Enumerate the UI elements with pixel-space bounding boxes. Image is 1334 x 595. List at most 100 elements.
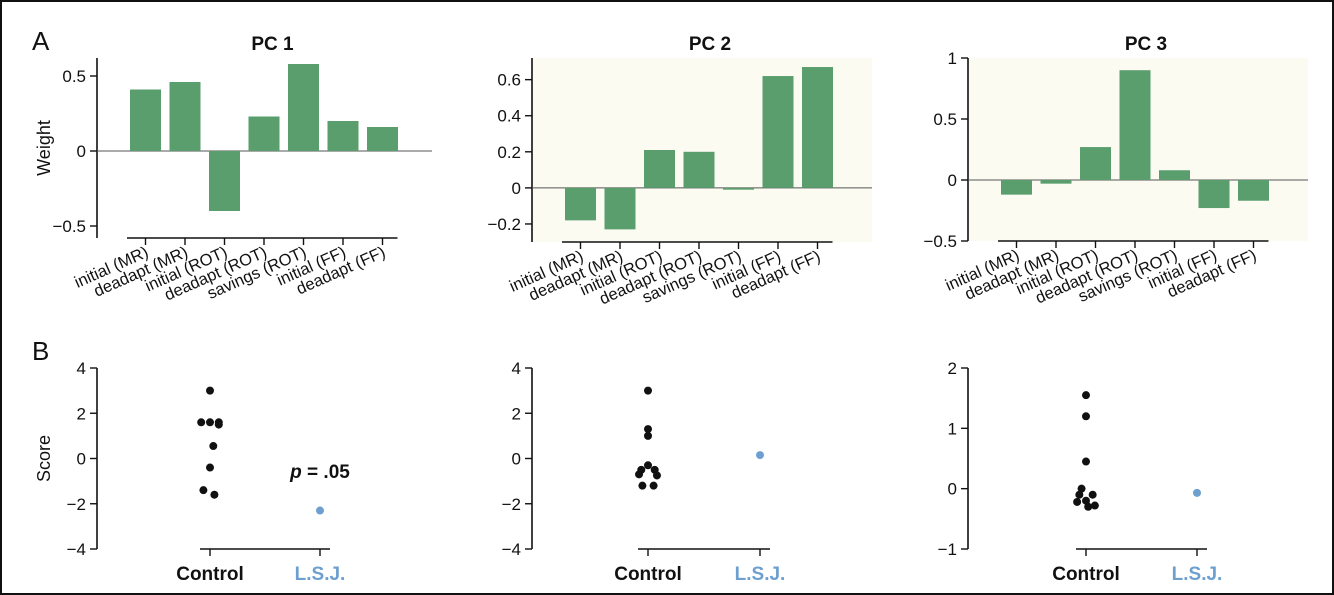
bar — [1080, 147, 1111, 180]
bar — [802, 67, 833, 188]
control-point — [206, 418, 214, 427]
y-tick-label: 1 — [948, 49, 957, 68]
group-label-patient: L.S.J. — [1172, 564, 1223, 585]
control-point — [644, 461, 652, 470]
y-tick-label: 0 — [77, 142, 86, 161]
y-tick-label: 4 — [77, 359, 86, 378]
panel-label-b: B — [32, 336, 49, 366]
control-point — [1082, 391, 1090, 400]
group-label-patient: L.S.J. — [735, 564, 786, 585]
group-label-control: Control — [1052, 564, 1120, 585]
control-point — [1090, 501, 1099, 510]
bar — [723, 187, 754, 190]
bar — [288, 64, 319, 151]
y-tick-label: 0 — [77, 450, 86, 469]
y-tick-label: 0 — [948, 480, 957, 499]
p-value: = .05 — [302, 462, 350, 483]
control-point — [1082, 412, 1090, 421]
bar — [367, 127, 398, 151]
bar — [169, 82, 201, 151]
bar — [248, 116, 280, 151]
chart-title: PC 1 — [251, 34, 294, 55]
y-axis-label: Weight — [34, 120, 54, 176]
y-tick-label: −2 — [67, 495, 86, 514]
y-axis-label: Score — [34, 435, 54, 482]
control-point — [649, 481, 658, 490]
y-tick-label: 0.5 — [933, 110, 957, 129]
control-point — [214, 420, 223, 429]
pc1-score-chart: −4 −2 0 2 4 Score Control L.S.J. p = .05 — [34, 359, 350, 585]
y-tick-label: 2 — [512, 404, 521, 423]
control-point — [644, 425, 652, 434]
control-point — [635, 470, 644, 479]
control-point — [199, 486, 208, 495]
y-tick-label: 0.2 — [497, 143, 521, 162]
control-point — [210, 490, 219, 499]
control-point — [197, 418, 206, 427]
bar — [565, 187, 596, 221]
bar — [130, 89, 161, 151]
bar — [1238, 180, 1269, 201]
bar — [1119, 70, 1151, 180]
bar — [1159, 170, 1190, 180]
y-tick-label: −2 — [502, 495, 521, 514]
y-tick-label: 0 — [512, 179, 521, 198]
y-tick-label: −4 — [67, 540, 86, 559]
control-point — [1088, 490, 1097, 499]
control-point — [209, 442, 218, 451]
p-value-annotation: p = .05 — [289, 462, 350, 483]
bar — [1001, 180, 1032, 195]
y-tick-label: 0 — [948, 171, 957, 190]
group-label-control: Control — [614, 564, 682, 585]
control-point — [638, 481, 647, 490]
y-tick-label: 2 — [77, 404, 86, 423]
control-point — [1082, 457, 1090, 466]
y-tick-label: −0.2 — [487, 215, 521, 234]
control-point — [1075, 490, 1084, 499]
y-tick-label: 0.6 — [497, 71, 521, 90]
bar — [604, 187, 636, 230]
control-point — [652, 471, 661, 480]
y-tick-label: 2 — [948, 359, 957, 378]
bar — [1198, 180, 1230, 209]
panel-label-a: A — [32, 26, 50, 56]
patient-point — [1193, 488, 1201, 497]
y-tick-label: −0.5 — [52, 217, 86, 236]
y-tick-label: 0.5 — [62, 67, 86, 86]
control-point — [1073, 497, 1082, 506]
bar — [327, 121, 359, 151]
group-label-patient: L.S.J. — [295, 564, 346, 585]
p-symbol: p — [289, 462, 302, 483]
y-tick-label: 4 — [512, 359, 521, 378]
y-tick-label: 0.4 — [497, 107, 521, 126]
bar — [762, 76, 794, 188]
bar — [644, 150, 675, 188]
y-tick-label: −1 — [938, 540, 957, 559]
control-point — [206, 463, 214, 472]
control-point — [1077, 484, 1086, 493]
y-tick-label: 1 — [948, 419, 957, 438]
chart-title: PC 2 — [689, 34, 731, 55]
bar — [683, 151, 715, 188]
control-point — [206, 386, 214, 395]
y-tick-label: −4 — [502, 540, 521, 559]
group-label-control: Control — [176, 564, 244, 585]
control-point — [644, 431, 652, 440]
chart-title: PC 3 — [1125, 34, 1167, 55]
control-point — [1084, 502, 1093, 511]
y-tick-label: −0.5 — [923, 232, 957, 251]
pc3-score-chart: −1 0 1 2 Control L.S.J. — [938, 359, 1223, 585]
patient-point — [316, 506, 324, 515]
patient-point — [756, 451, 764, 460]
pc2-score-chart: −4 −2 0 2 4 Control L.S.J. — [502, 359, 786, 585]
control-point — [644, 386, 652, 395]
bar — [1040, 180, 1072, 184]
y-tick-label: 0 — [512, 450, 521, 469]
bar — [209, 151, 240, 211]
control-point — [1082, 496, 1090, 505]
